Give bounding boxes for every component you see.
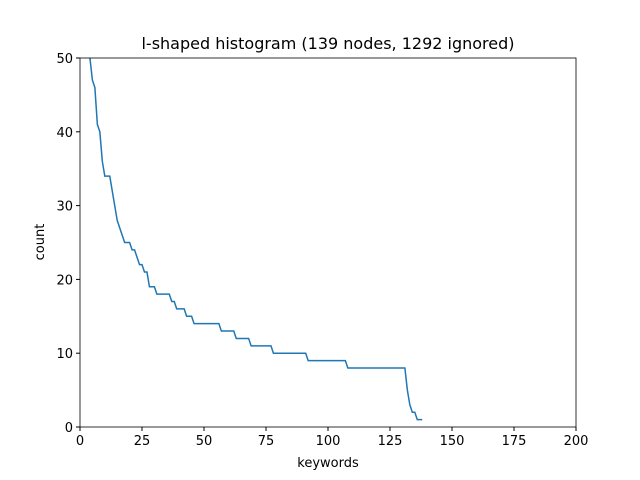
x-tick-label: 125 (378, 434, 403, 449)
y-axis-label: count (33, 224, 48, 261)
x-tick-label: 25 (134, 434, 151, 449)
line-series (89, 58, 423, 421)
x-tick-label: 150 (440, 434, 465, 449)
y-tick-label: 20 (56, 273, 73, 288)
x-axis-label: keywords (297, 456, 359, 471)
y-tick-label: 10 (56, 347, 73, 362)
x-tick-label: 100 (316, 434, 341, 449)
y-tick-label: 50 (56, 52, 73, 67)
x-tick-label: 175 (502, 434, 527, 449)
y-tick-label: 40 (56, 126, 73, 141)
x-tick-label: 0 (76, 434, 84, 449)
x-tick-label: 75 (258, 434, 275, 449)
plot-frame (79, 57, 577, 428)
x-tick-label: 50 (196, 434, 213, 449)
chart-title: l-shaped histogram (139 nodes, 1292 igno… (141, 34, 514, 53)
x-tick-label: 200 (564, 434, 589, 449)
y-tick-label: 30 (56, 200, 73, 215)
y-tick-label: 0 (65, 421, 73, 436)
